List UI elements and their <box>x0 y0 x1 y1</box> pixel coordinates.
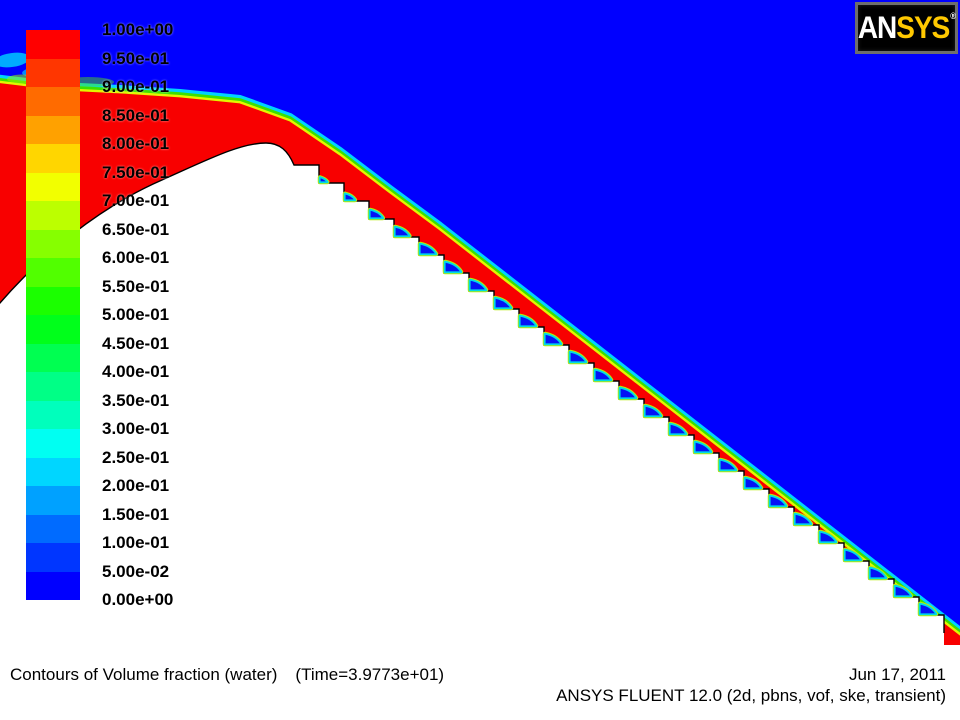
ansys-wordmark: ANSYS® <box>857 10 956 45</box>
legend-value-label: 5.00e-02 <box>102 561 170 581</box>
legend-color-band <box>26 144 80 173</box>
legend-color-band <box>26 315 80 344</box>
air-pocket <box>444 261 462 273</box>
interface-fringe-green <box>0 77 960 636</box>
legend-value-label: 9.50e-01 <box>102 48 170 68</box>
legend-value-label: 1.50e-01 <box>102 504 170 524</box>
air-pocket <box>519 315 537 327</box>
air-pocket <box>744 477 762 489</box>
step-air-pockets <box>317 175 939 617</box>
air-pocket <box>594 369 612 381</box>
air-pocket <box>394 226 410 237</box>
air-pocket <box>569 351 587 363</box>
legend-value-label: 2.00e-01 <box>102 476 170 495</box>
air-pocket <box>644 405 662 417</box>
legend-value-label: 5.00e-01 <box>102 305 170 324</box>
legend-value-label: 2.50e-01 <box>102 447 170 467</box>
legend-value-label: 4.00e-01 <box>102 362 170 381</box>
legend-color-band <box>26 286 80 315</box>
legend-value-label: 4.50e-01 <box>102 333 170 353</box>
legend-value-label: 5.50e-01 <box>102 276 170 296</box>
plot-date: Jun 17, 2011 <box>848 665 946 684</box>
registered-trademark-icon: ® <box>950 11 956 22</box>
air-pocket <box>694 441 712 453</box>
air-pocket <box>344 193 356 201</box>
legend-color-band <box>26 229 80 258</box>
air-pocket <box>319 176 328 183</box>
air-pocket <box>794 513 812 525</box>
air-pocket <box>419 243 437 255</box>
legend-value-label: 1.00e-01 <box>102 533 170 552</box>
plot-time-annotation: (Time=3.9773e+01) <box>295 665 445 684</box>
legend-color-band <box>26 514 80 543</box>
legend-value-label: 9.00e-01 <box>102 77 170 96</box>
plot-title-text: Contours of Volume fraction (water) <box>10 665 278 684</box>
legend-color-band <box>26 372 80 401</box>
legend-color-band <box>26 486 80 515</box>
legend-color-band <box>26 429 80 458</box>
legend-color-band <box>26 543 80 572</box>
air-pocket <box>844 549 862 561</box>
legend-color-band <box>26 571 80 600</box>
air-pocket <box>469 279 487 291</box>
spillway-solid <box>0 143 944 648</box>
air-pocket <box>919 603 937 615</box>
ansys-logo: ANSYS® <box>855 2 958 54</box>
air-pocket <box>819 531 837 543</box>
legend-value-label: 8.50e-01 <box>102 105 170 125</box>
legend-color-band <box>26 58 80 87</box>
colormap-scale-bar <box>26 30 80 600</box>
legend-color-band <box>26 87 80 116</box>
air-pocket <box>769 495 787 507</box>
legend-color-band <box>26 115 80 144</box>
legend-color-band <box>26 201 80 230</box>
solver-info: ANSYS FLUENT 12.0 (2d, pbns, vof, ske, t… <box>556 686 946 705</box>
legend-value-label: 6.50e-01 <box>102 219 170 239</box>
air-pocket <box>894 585 912 597</box>
legend-value-label: 8.00e-01 <box>102 134 170 153</box>
legend-value-label: 7.50e-01 <box>102 162 170 182</box>
air-pocket <box>494 297 512 309</box>
interface-fringe-yellow <box>0 80 960 636</box>
legend-color-band <box>26 343 80 372</box>
legend-value-label: 7.00e-01 <box>102 191 170 210</box>
legend-value-label: 0.00e+00 <box>102 590 174 609</box>
air-pocket <box>669 423 687 435</box>
legend-color-band <box>26 400 80 429</box>
legend-color-band <box>26 258 80 287</box>
air-pocket <box>869 567 887 579</box>
legend-value-label: 6.00e-01 <box>102 248 170 267</box>
caption-area: Contours of Volume fraction (water) (Time… <box>0 645 960 720</box>
legend-value-label: 3.50e-01 <box>102 390 170 410</box>
air-pocket <box>619 387 637 399</box>
air-pocket <box>369 209 384 219</box>
legend-color-band <box>26 457 80 486</box>
plot-title: Contours of Volume fraction (water) (Time… <box>10 665 444 685</box>
contour-plot-canvas[interactable] <box>0 0 960 648</box>
legend-value-label: 3.00e-01 <box>102 419 170 438</box>
air-pocket <box>719 459 737 471</box>
air-pocket <box>544 333 562 345</box>
legend-value-label: 1.00e+00 <box>102 20 174 39</box>
legend-color-band <box>26 30 80 59</box>
legend-color-band <box>26 172 80 201</box>
